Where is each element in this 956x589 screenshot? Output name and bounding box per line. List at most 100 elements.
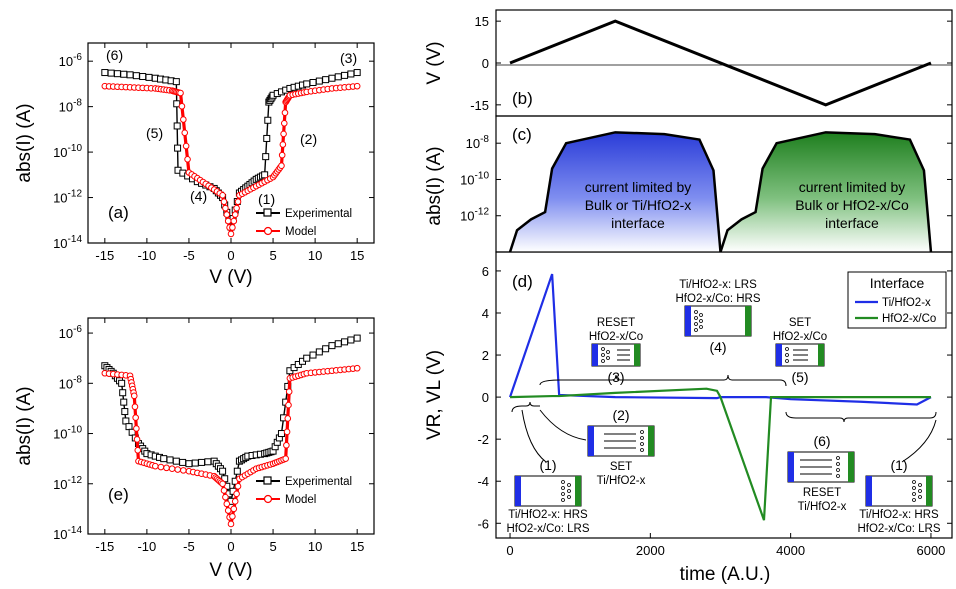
panel-e-legend: Experimental Model (256, 476, 352, 506)
panel-a-legend: Experimental Model (256, 208, 352, 238)
experimental-point (277, 430, 285, 438)
experimental-point (303, 354, 311, 362)
blue-current-outline (508, 131, 722, 253)
experimental-point (353, 69, 361, 77)
svg-text:HfO2-x/Co: LRS: HfO2-x/Co: LRS (857, 523, 940, 535)
model-point (178, 102, 186, 110)
state-2-schematic: (2) SET Ti/HfO2-x (587, 407, 655, 487)
atom-markers (912, 480, 922, 502)
model-point (284, 415, 292, 422)
experimental-point (347, 70, 355, 78)
y-tick-label: 6 (482, 264, 489, 279)
y-tick-label: 10-8 (59, 374, 83, 391)
experimental-point (309, 78, 317, 86)
y-tick-label: 10-10 (460, 170, 489, 187)
y-tick-label: 2 (482, 348, 489, 363)
atom-markers (836, 456, 840, 478)
y-tick-label: 10-6 (59, 52, 83, 69)
x-tick-label: 5 (269, 539, 276, 554)
experimental-point (198, 458, 206, 466)
experimental-point (219, 467, 227, 475)
atom-markers (694, 310, 703, 332)
experimental-point (334, 340, 342, 348)
experimental-point (126, 71, 134, 79)
x-tick-label: 6000 (916, 543, 945, 558)
experimental-point (172, 78, 180, 86)
y-tick-label: -6 (477, 516, 489, 531)
legend-model: Model (285, 226, 316, 238)
experimental-point (262, 153, 270, 161)
x-tick-label: 10 (308, 248, 322, 263)
panel-c-series (508, 131, 933, 253)
y-tick-label: 0 (482, 56, 489, 71)
experimental-point (353, 334, 361, 342)
experimental-point (160, 455, 168, 463)
annotation-5: (5) (146, 125, 163, 141)
co-interface-line (510, 387, 931, 521)
svg-text:HfO2-x/Co: HfO2-x/Co (589, 331, 643, 343)
experimental-point (315, 77, 323, 85)
experimental-point (179, 458, 187, 466)
experimental-point (120, 398, 128, 406)
x-tick-label: -15 (95, 248, 114, 263)
svg-text:SET: SET (610, 461, 632, 473)
model-point (278, 162, 285, 170)
experimental-point (185, 460, 193, 468)
experimental-point (328, 74, 336, 82)
experimental-point (145, 73, 153, 81)
annotation-blue-line3: interface (611, 215, 665, 231)
experimental-point (139, 73, 147, 81)
panel-e: -15 -10 -5 0 5 10 15 10-14 10-12 10-10 10-8 10-6 V … (14, 317, 375, 581)
model-point (131, 403, 139, 411)
annotation-green-line2: Bulk or HfO2-x/Co (795, 197, 909, 213)
panel-c: 10-12 10-10 10-8 abs(I) (A) (c) current li… (424, 115, 953, 253)
annotation-blue-line2: Bulk or Ti/HfO2-x (585, 197, 692, 213)
atom-markers (785, 347, 789, 363)
svg-text:RESET: RESET (803, 487, 841, 499)
experimental-point (315, 348, 323, 356)
x-tick-label: -5 (183, 248, 195, 263)
panel-a-label: (a) (108, 203, 129, 222)
experimental-point (328, 342, 336, 350)
model-point (229, 513, 236, 520)
svg-text:(6): (6) (813, 433, 830, 449)
experimental-point (322, 345, 330, 353)
y-tick-label: 0 (482, 390, 489, 405)
model-point (279, 141, 287, 148)
voltage-line (509, 19, 932, 107)
model-point (285, 388, 293, 395)
svg-text:HfO2-x/Co: HRS: HfO2-x/Co: HRS (676, 293, 761, 305)
svg-text:SET: SET (789, 317, 811, 329)
experimental-point (121, 408, 129, 416)
model-point (223, 211, 231, 218)
experimental-point (309, 351, 317, 359)
atom-markers (640, 430, 644, 452)
arrow-icons (617, 349, 630, 361)
model-point (224, 507, 232, 514)
state-4-schematic: Ti/HfO2-x: LRS HfO2-x/Co: HRS (4) (676, 279, 761, 355)
experimental-point (303, 80, 311, 88)
panel-a-xlabel: V (V) (209, 267, 252, 288)
x-tick-label: -5 (183, 539, 195, 554)
svg-text:Ti/HfO2-x: LRS: Ti/HfO2-x: LRS (679, 279, 757, 291)
experimental-point (125, 423, 133, 431)
arrow-icons (793, 349, 808, 361)
state-5-schematic: SET HfO2-x/Co (5) (773, 317, 827, 385)
panel-a-series (101, 69, 361, 238)
model-point (283, 428, 291, 436)
experimental-point (191, 459, 199, 467)
svg-text:HfO2-x/Co: LRS: HfO2-x/Co: LRS (506, 523, 589, 535)
y-tick-label: -2 (477, 432, 489, 447)
x-tick-label: 10 (308, 539, 322, 554)
y-tick-label: 10-6 (59, 324, 83, 341)
x-tick-label: 15 (350, 539, 364, 554)
y-tick-label: 10-12 (460, 207, 489, 224)
x-tick-label: 5 (269, 248, 276, 263)
annotation-2: (2) (300, 131, 317, 147)
svg-text:RESET: RESET (597, 317, 635, 329)
panel-b-ticks: 15 0 -15 (470, 14, 952, 113)
model-point (227, 230, 235, 238)
state-3-schematic: RESET HfO2-x/Co (3) (589, 317, 643, 385)
model-point (174, 466, 182, 473)
